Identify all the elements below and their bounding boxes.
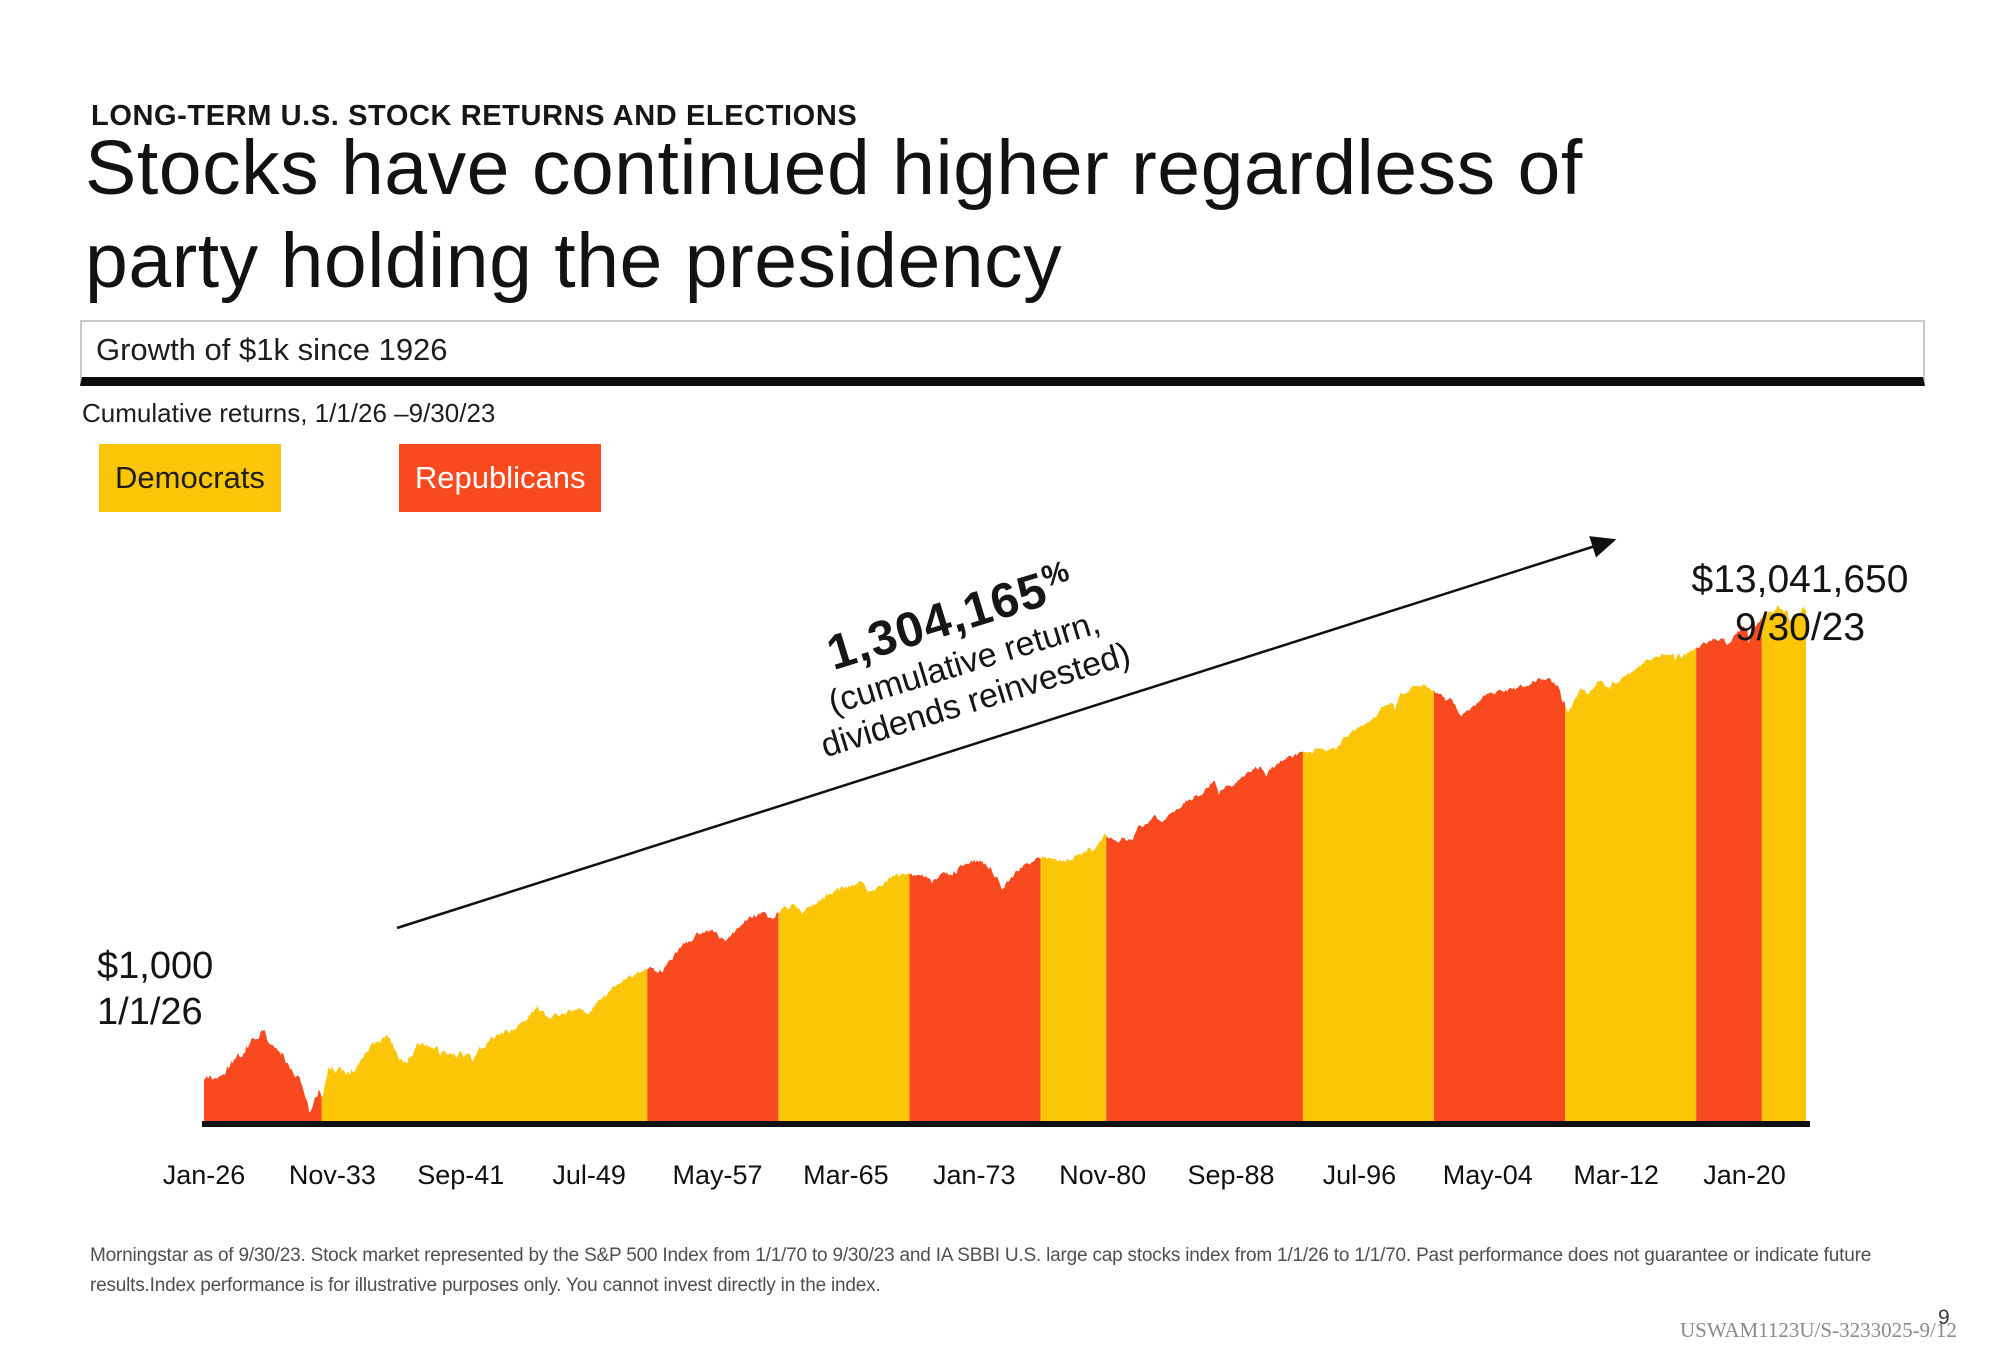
area-segment-democrat-1977.05	[1040, 833, 1107, 1125]
legend-label-republicans: Republicans	[414, 460, 586, 495]
x-tick-Nov-33: Nov-33	[288, 1160, 376, 1190]
area-segment-republican-1926	[204, 1029, 322, 1125]
x-tick-May-04: May-04	[1442, 1160, 1533, 1190]
end-value-label: $13,041,650 9/30/23	[1650, 556, 1950, 651]
page-title: Stocks have continued higher regardless …	[85, 122, 1583, 308]
legend-label-democrats: Democrats	[115, 460, 265, 495]
area-segment-republican-1969.05	[909, 857, 1041, 1125]
x-tick-Mar-65: Mar-65	[803, 1160, 889, 1190]
chart-header-bar: Growth of $1k since 1926	[80, 320, 1925, 386]
area-segment-democrat-1993.05	[1302, 684, 1434, 1125]
x-tick-Jan-73: Jan-73	[932, 1160, 1016, 1190]
chart-header-label: Growth of $1k since 1926	[96, 331, 448, 367]
end-date: 9/30/23	[1734, 605, 1866, 649]
x-tick-May-57: May-57	[672, 1160, 763, 1190]
legend: Democrats Republicans	[99, 444, 602, 512]
subheading: Cumulative returns, 1/1/26 –9/30/23	[82, 398, 496, 428]
x-axis-line	[202, 1121, 1810, 1127]
x-tick-Sep-41: Sep-41	[417, 1160, 505, 1190]
page-title-line2: party holding the presidency	[85, 218, 1063, 305]
start-value: $1,000	[97, 945, 214, 987]
trend-arrow	[396, 536, 1617, 930]
area-segment-democrat-2009.05	[1565, 647, 1697, 1125]
eyebrow: LONG-TERM U.S. STOCK RETURNS AND ELECTIO…	[91, 100, 858, 132]
footnote: Morningstar as of 9/30/23. Stock market …	[90, 1245, 1872, 1297]
x-tick-Jul-49: Jul-49	[552, 1160, 626, 1190]
end-value: $13,041,650	[1691, 558, 1909, 601]
x-tick-Jan-20: Jan-20	[1703, 1160, 1786, 1190]
area-segment-democrat-1961.05	[778, 872, 910, 1125]
area-segment-republican-2001.05	[1434, 678, 1566, 1125]
area-segment-republican-1981.05	[1106, 751, 1303, 1125]
area-segment-republican-2017.05	[1696, 617, 1762, 1125]
legend-chip-democrats: Democrats	[99, 444, 281, 512]
legend-chip-republicans: Republicans	[398, 444, 602, 512]
footer-page-number: 9	[1938, 1306, 1950, 1329]
x-tick-Mar-12: Mar-12	[1573, 1160, 1659, 1190]
area-segment-democrat-2021.05	[1761, 606, 1806, 1125]
x-tick-Nov-80: Nov-80	[1059, 1160, 1147, 1190]
start-date: 1/1/26	[97, 990, 203, 1033]
x-tick-Sep-88: Sep-88	[1187, 1160, 1275, 1190]
start-value-label: $1,000 1/1/26	[97, 944, 213, 1035]
x-tick-Jul-96: Jul-96	[1322, 1160, 1397, 1190]
footer-doc-id: USWAM1123U/S-3233025-9/12	[1680, 1318, 1957, 1342]
page-title-line1: Stocks have continued higher regardless …	[85, 125, 1583, 211]
area-segments	[204, 606, 1806, 1125]
x-tick-Jan-26: Jan-26	[162, 1160, 246, 1190]
area-segment-democrat-1933.17	[321, 969, 648, 1125]
area-segment-republican-1953.05	[647, 911, 779, 1125]
